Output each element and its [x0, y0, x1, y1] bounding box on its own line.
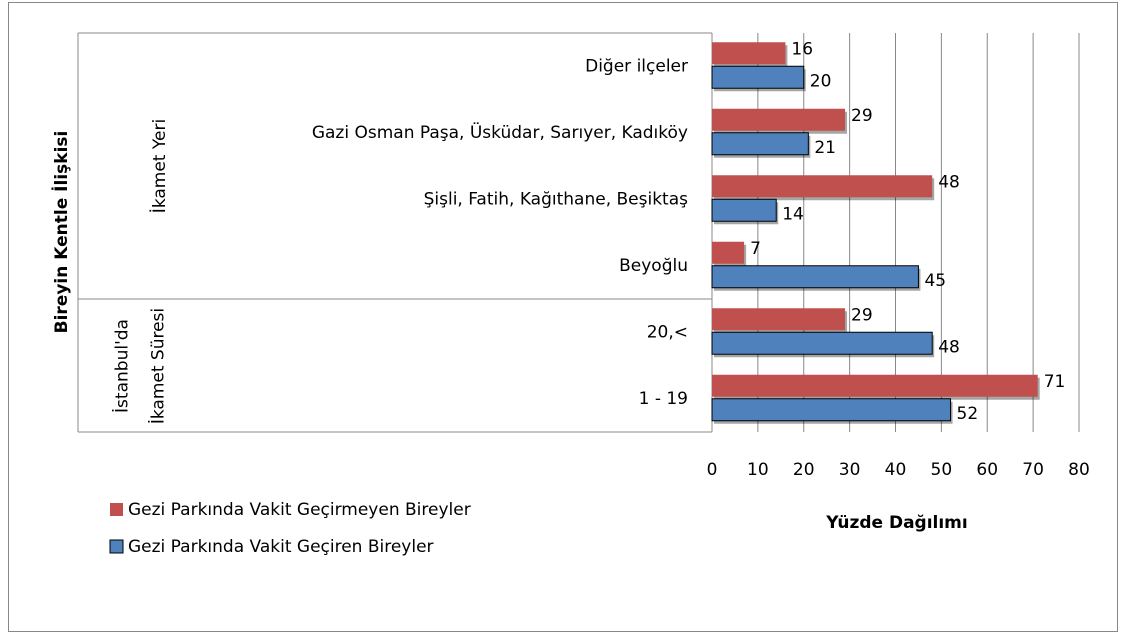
bar: [711, 132, 809, 156]
value-label: 71: [1044, 372, 1066, 392]
bar: [712, 308, 846, 331]
value-label: 48: [938, 337, 960, 357]
bar: [712, 108, 846, 131]
legend-label: Gezi Parkında Vakit Geçirmeyen Bireyler: [128, 500, 471, 520]
x-tick-label: 50: [931, 460, 953, 480]
value-label: 21: [814, 138, 836, 158]
x-tick-label: 0: [707, 460, 718, 480]
legend-swatch: [109, 539, 124, 554]
x-axis-label: Yüzde Dağılımı: [825, 513, 967, 533]
value-label: 48: [938, 172, 960, 192]
bar: [712, 241, 745, 264]
bar: [711, 198, 777, 222]
value-label: 29: [851, 305, 873, 325]
bar: [711, 65, 805, 89]
bar: [712, 42, 786, 65]
x-tick-label: 20: [793, 460, 815, 480]
bar: [711, 331, 933, 355]
value-label: 20: [810, 71, 832, 91]
x-tick-label: 80: [1068, 460, 1090, 480]
value-label: 45: [924, 271, 946, 291]
x-tick-label: 60: [976, 460, 998, 480]
y-tick-label: Beyoğlu: [619, 256, 688, 276]
group-label: İstanbul'da İkamet Süresi: [112, 307, 168, 424]
bar: [711, 265, 919, 289]
value-label: 52: [957, 404, 979, 424]
x-tick-label: 30: [839, 460, 861, 480]
y-tick-label: Gazi Osman Paşa, Üsküdar, Sarıyer, Kadık…: [312, 121, 688, 143]
y-tick-label: Diğer ilçeler: [585, 56, 688, 76]
y-tick-label: Şişli, Fatih, Kağıthane, Beşiktaş: [424, 189, 689, 209]
x-tick-label: 40: [885, 460, 907, 480]
bar: [711, 398, 952, 422]
value-label: 14: [782, 204, 804, 224]
value-label: 7: [750, 239, 761, 259]
value-label: 29: [851, 106, 873, 126]
x-tick-label: 10: [747, 460, 769, 480]
axis-title: Bireyin Kentle İlişkisi: [50, 131, 72, 334]
legend-swatch: [110, 503, 123, 516]
bar: [712, 175, 933, 198]
x-tick-label: 70: [1022, 460, 1044, 480]
y-tick-label: 1 - 19: [639, 389, 688, 409]
group-label: İkamet Yeri: [150, 118, 170, 214]
bar: [712, 374, 1038, 397]
chart-border: [8, 2, 1118, 632]
y-tick-label: 20,<: [647, 322, 688, 342]
value-label: 16: [791, 39, 813, 59]
legend-label: Gezi Parkında Vakit Geçiren Bireyler: [128, 537, 434, 557]
